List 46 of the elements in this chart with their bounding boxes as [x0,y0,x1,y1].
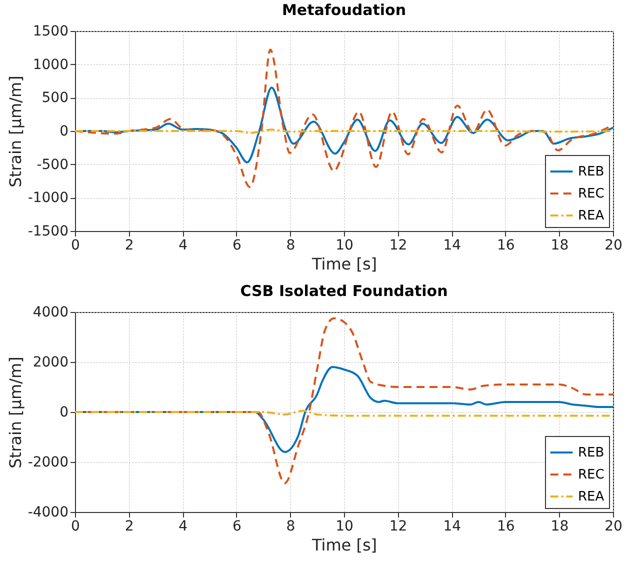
x-tick-label: 8 [286,518,296,534]
legend-label: REC [578,468,604,482]
x-tick-label: 6 [232,238,242,254]
y-tick-label: 500 [42,90,68,106]
x-tick-label: 14 [443,238,462,254]
x-tick-label: 10 [336,518,354,534]
y-tick-label: 1500 [32,24,68,40]
y-tick-label: 0 [60,404,68,420]
x-tick-label: 18 [550,238,569,254]
x-tick-label: 8 [286,238,296,254]
y-axis-title: Strain [µm/m] [6,356,25,468]
x-tick-label: 12 [389,238,408,254]
y-tick-label: -2000 [28,454,68,470]
x-axis-title: Time [s] [310,536,378,554]
x-tick-label: 2 [124,518,134,534]
x-tick-label: 2 [124,238,134,254]
x-tick-label: 4 [178,238,188,254]
y-axis-title: Strain [µm/m] [6,76,25,188]
y-tick-label: 4000 [32,304,68,320]
chart-title: CSB Isolated Foundation [240,282,448,300]
legend-label: REC [578,186,604,202]
y-tick-label: 2000 [32,354,68,370]
legend-label: REA [578,208,604,224]
legend-label: REB [578,164,604,180]
legend-label: REA [578,490,604,504]
x-tick-label: 4 [178,518,188,534]
y-tick-label: 0 [60,124,68,140]
x-tick-label: 20 [604,238,622,254]
y-tick-label: 1000 [32,56,68,73]
x-tick-label: 18 [550,518,569,534]
legend-label: REB [578,446,604,460]
y-tick-label: -500 [36,156,68,173]
y-tick-label: -1500 [28,224,68,240]
x-tick-label: 12 [389,518,408,534]
x-tick-label: 0 [71,238,80,254]
x-tick-label: 0 [71,518,80,534]
x-tick-label: 16 [496,518,515,534]
x-tick-label: 20 [604,518,622,534]
y-tick-label: -4000 [28,504,68,520]
x-tick-label: 16 [496,238,515,254]
x-tick-label: 14 [443,518,462,534]
chart-title: Metafoudation [282,1,406,19]
x-tick-label: 6 [232,518,242,534]
x-axis-title: Time [s] [310,254,378,274]
y-tick-label: -1000 [28,190,68,206]
x-tick-label: 10 [336,238,354,254]
